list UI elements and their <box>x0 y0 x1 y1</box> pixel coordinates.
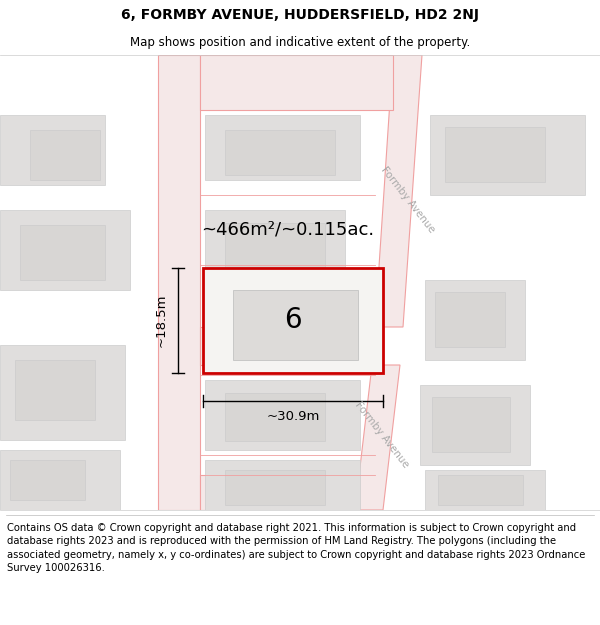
Bar <box>445 127 545 182</box>
Bar <box>438 475 523 505</box>
Polygon shape <box>375 55 422 327</box>
Polygon shape <box>355 365 400 510</box>
Text: ~30.9m: ~30.9m <box>266 410 320 423</box>
Bar <box>233 290 358 360</box>
Bar <box>430 115 585 195</box>
Bar <box>0 450 120 510</box>
Text: 6: 6 <box>284 306 302 334</box>
Bar <box>0 345 125 440</box>
Bar <box>420 385 530 465</box>
Polygon shape <box>200 327 372 365</box>
Text: ~466m²/~0.115ac.: ~466m²/~0.115ac. <box>202 221 374 239</box>
Bar <box>205 210 345 290</box>
Bar <box>425 470 545 510</box>
Text: Contains OS data © Crown copyright and database right 2021. This information is : Contains OS data © Crown copyright and d… <box>7 522 586 574</box>
Bar <box>225 393 325 441</box>
Bar <box>0 115 105 185</box>
Polygon shape <box>200 55 393 110</box>
Bar <box>435 292 505 347</box>
Bar <box>225 223 325 278</box>
Bar <box>205 460 360 510</box>
Bar <box>205 115 360 180</box>
Text: Map shows position and indicative extent of the property.: Map shows position and indicative extent… <box>130 36 470 49</box>
Bar <box>432 397 510 452</box>
Text: ~18.5m: ~18.5m <box>155 294 168 348</box>
Text: Formby Avenue: Formby Avenue <box>353 400 411 470</box>
Bar <box>30 130 100 180</box>
Bar <box>15 360 95 420</box>
Bar <box>205 380 360 450</box>
Bar <box>203 268 383 373</box>
Polygon shape <box>158 55 200 510</box>
Text: Formby Avenue: Formby Avenue <box>379 165 437 235</box>
Bar <box>225 130 335 175</box>
Bar <box>20 225 105 280</box>
Text: 6, FORMBY AVENUE, HUDDERSFIELD, HD2 2NJ: 6, FORMBY AVENUE, HUDDERSFIELD, HD2 2NJ <box>121 8 479 22</box>
Bar <box>225 470 325 505</box>
Bar <box>10 460 85 500</box>
Bar <box>0 210 130 290</box>
Bar <box>203 268 383 373</box>
Polygon shape <box>200 475 355 510</box>
Bar <box>425 280 525 360</box>
